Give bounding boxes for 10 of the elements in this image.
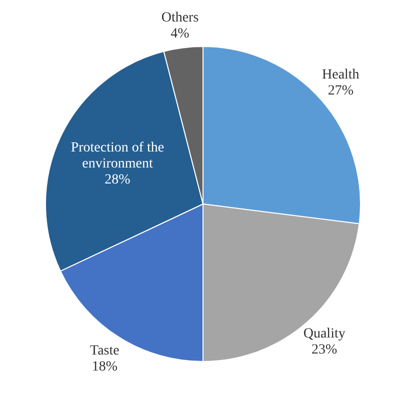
data-label: 27%	[328, 83, 354, 98]
slice-label: Protection of the environment	[70, 140, 164, 172]
slice-label: Quality	[303, 326, 346, 342]
slice-label: Others	[161, 10, 199, 26]
data-label: 28%	[104, 172, 131, 188]
slice-label: Taste	[90, 344, 120, 359]
data-label: 23%	[312, 342, 338, 358]
data-label: 4%	[170, 26, 190, 42]
slice-label: Health	[322, 67, 360, 82]
data-label: 18%	[92, 360, 118, 375]
